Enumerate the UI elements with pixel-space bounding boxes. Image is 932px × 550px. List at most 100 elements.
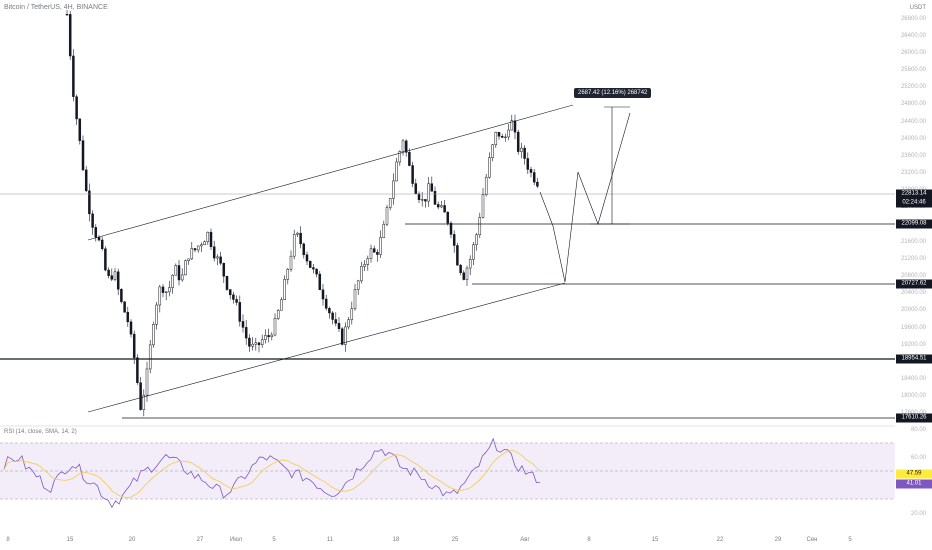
time-axis-tick: 15 [651,537,659,543]
time-axis-tick: 29 [774,537,782,543]
candle [238,295,242,327]
candle [513,114,517,140]
candle [312,264,315,274]
candle [264,329,267,344]
price-axis-tick: 18000.00 [900,393,926,400]
candle [81,135,85,172]
rsi-pane [0,425,895,509]
rsi-ma-line [3,449,541,499]
candle [459,263,462,276]
candle [200,242,203,253]
rsi-value-tag: 41.01 [896,479,932,489]
candle [292,229,296,260]
candle [468,255,472,275]
time-axis-tick: 22 [716,537,724,543]
candle [347,316,350,330]
price-axis-tick: 26000.00 [900,49,926,56]
candle [88,183,91,222]
candle [91,210,94,235]
candle [280,297,283,311]
candle [481,188,485,219]
candle [395,157,398,182]
candle [142,389,146,417]
rsi-axis-tick-60: 60.00 [910,455,926,461]
rsi-indicator-label: RSI (14, close, SMA, 14, 2) [4,429,77,435]
candlestick-series [65,9,539,417]
candle [248,334,251,352]
candle [436,201,440,210]
time-axis-tick: 25 [451,537,459,543]
candle [363,260,366,271]
candle [232,291,235,304]
candle [440,200,443,209]
candle [180,268,184,282]
candle [382,220,386,239]
price-axis-tick: 23200.00 [900,170,926,177]
candle [353,283,357,311]
candle [417,191,421,204]
time-axis-tick: Июл [229,537,243,543]
candle [225,275,229,291]
channel-upper-line [87,104,574,241]
candle [427,177,430,207]
candle [484,173,488,197]
candle [148,339,152,374]
price-axis-tick: 21600.00 [900,238,926,245]
candle [401,139,405,156]
candle [286,267,290,285]
candle [392,173,395,205]
candle [94,224,98,242]
candle [244,319,248,345]
candle [139,376,142,411]
candle [203,240,206,246]
candle [174,263,178,276]
candle [110,268,114,282]
candle [500,133,504,138]
candle [72,49,75,102]
candle [184,259,187,276]
candle [155,301,158,330]
candle [251,337,254,351]
candle [257,342,261,353]
candle [388,198,392,211]
drawing-tools [0,104,895,419]
price-axis-tick: 19600.00 [900,324,926,331]
candle [408,148,411,167]
time-axis-tick: Сен [806,537,818,543]
candle [126,306,130,327]
candle [456,242,459,266]
candle [68,10,72,60]
candle [145,361,149,402]
candle [107,267,110,279]
rsi-axis-tick-80: 80.00 [910,427,926,433]
channel-lower-line [87,282,566,413]
candle [420,191,424,207]
candle [526,152,530,174]
candle [152,321,155,348]
candle [465,265,469,286]
candle [385,204,389,227]
price-axis-tick: 23600.00 [900,152,926,159]
candle [523,145,526,165]
candle [308,260,312,269]
price-axis-tick: 26800.00 [900,15,926,22]
candle [360,261,363,284]
candle [472,241,475,266]
candle [113,268,117,282]
candle [414,178,418,195]
time-axis-tick: 27 [196,537,204,543]
candle [260,334,264,348]
candle [321,284,325,306]
candle [452,230,456,253]
level-tag-18954: 18954.51 [896,354,932,364]
candle [497,131,501,140]
candle [494,131,498,148]
candle [404,139,408,157]
candle [340,327,344,346]
candle [315,268,318,278]
candle [267,328,270,343]
time-axis-tick: 15 [66,537,74,543]
currency-label: USDT [909,5,926,11]
candle [116,268,120,296]
